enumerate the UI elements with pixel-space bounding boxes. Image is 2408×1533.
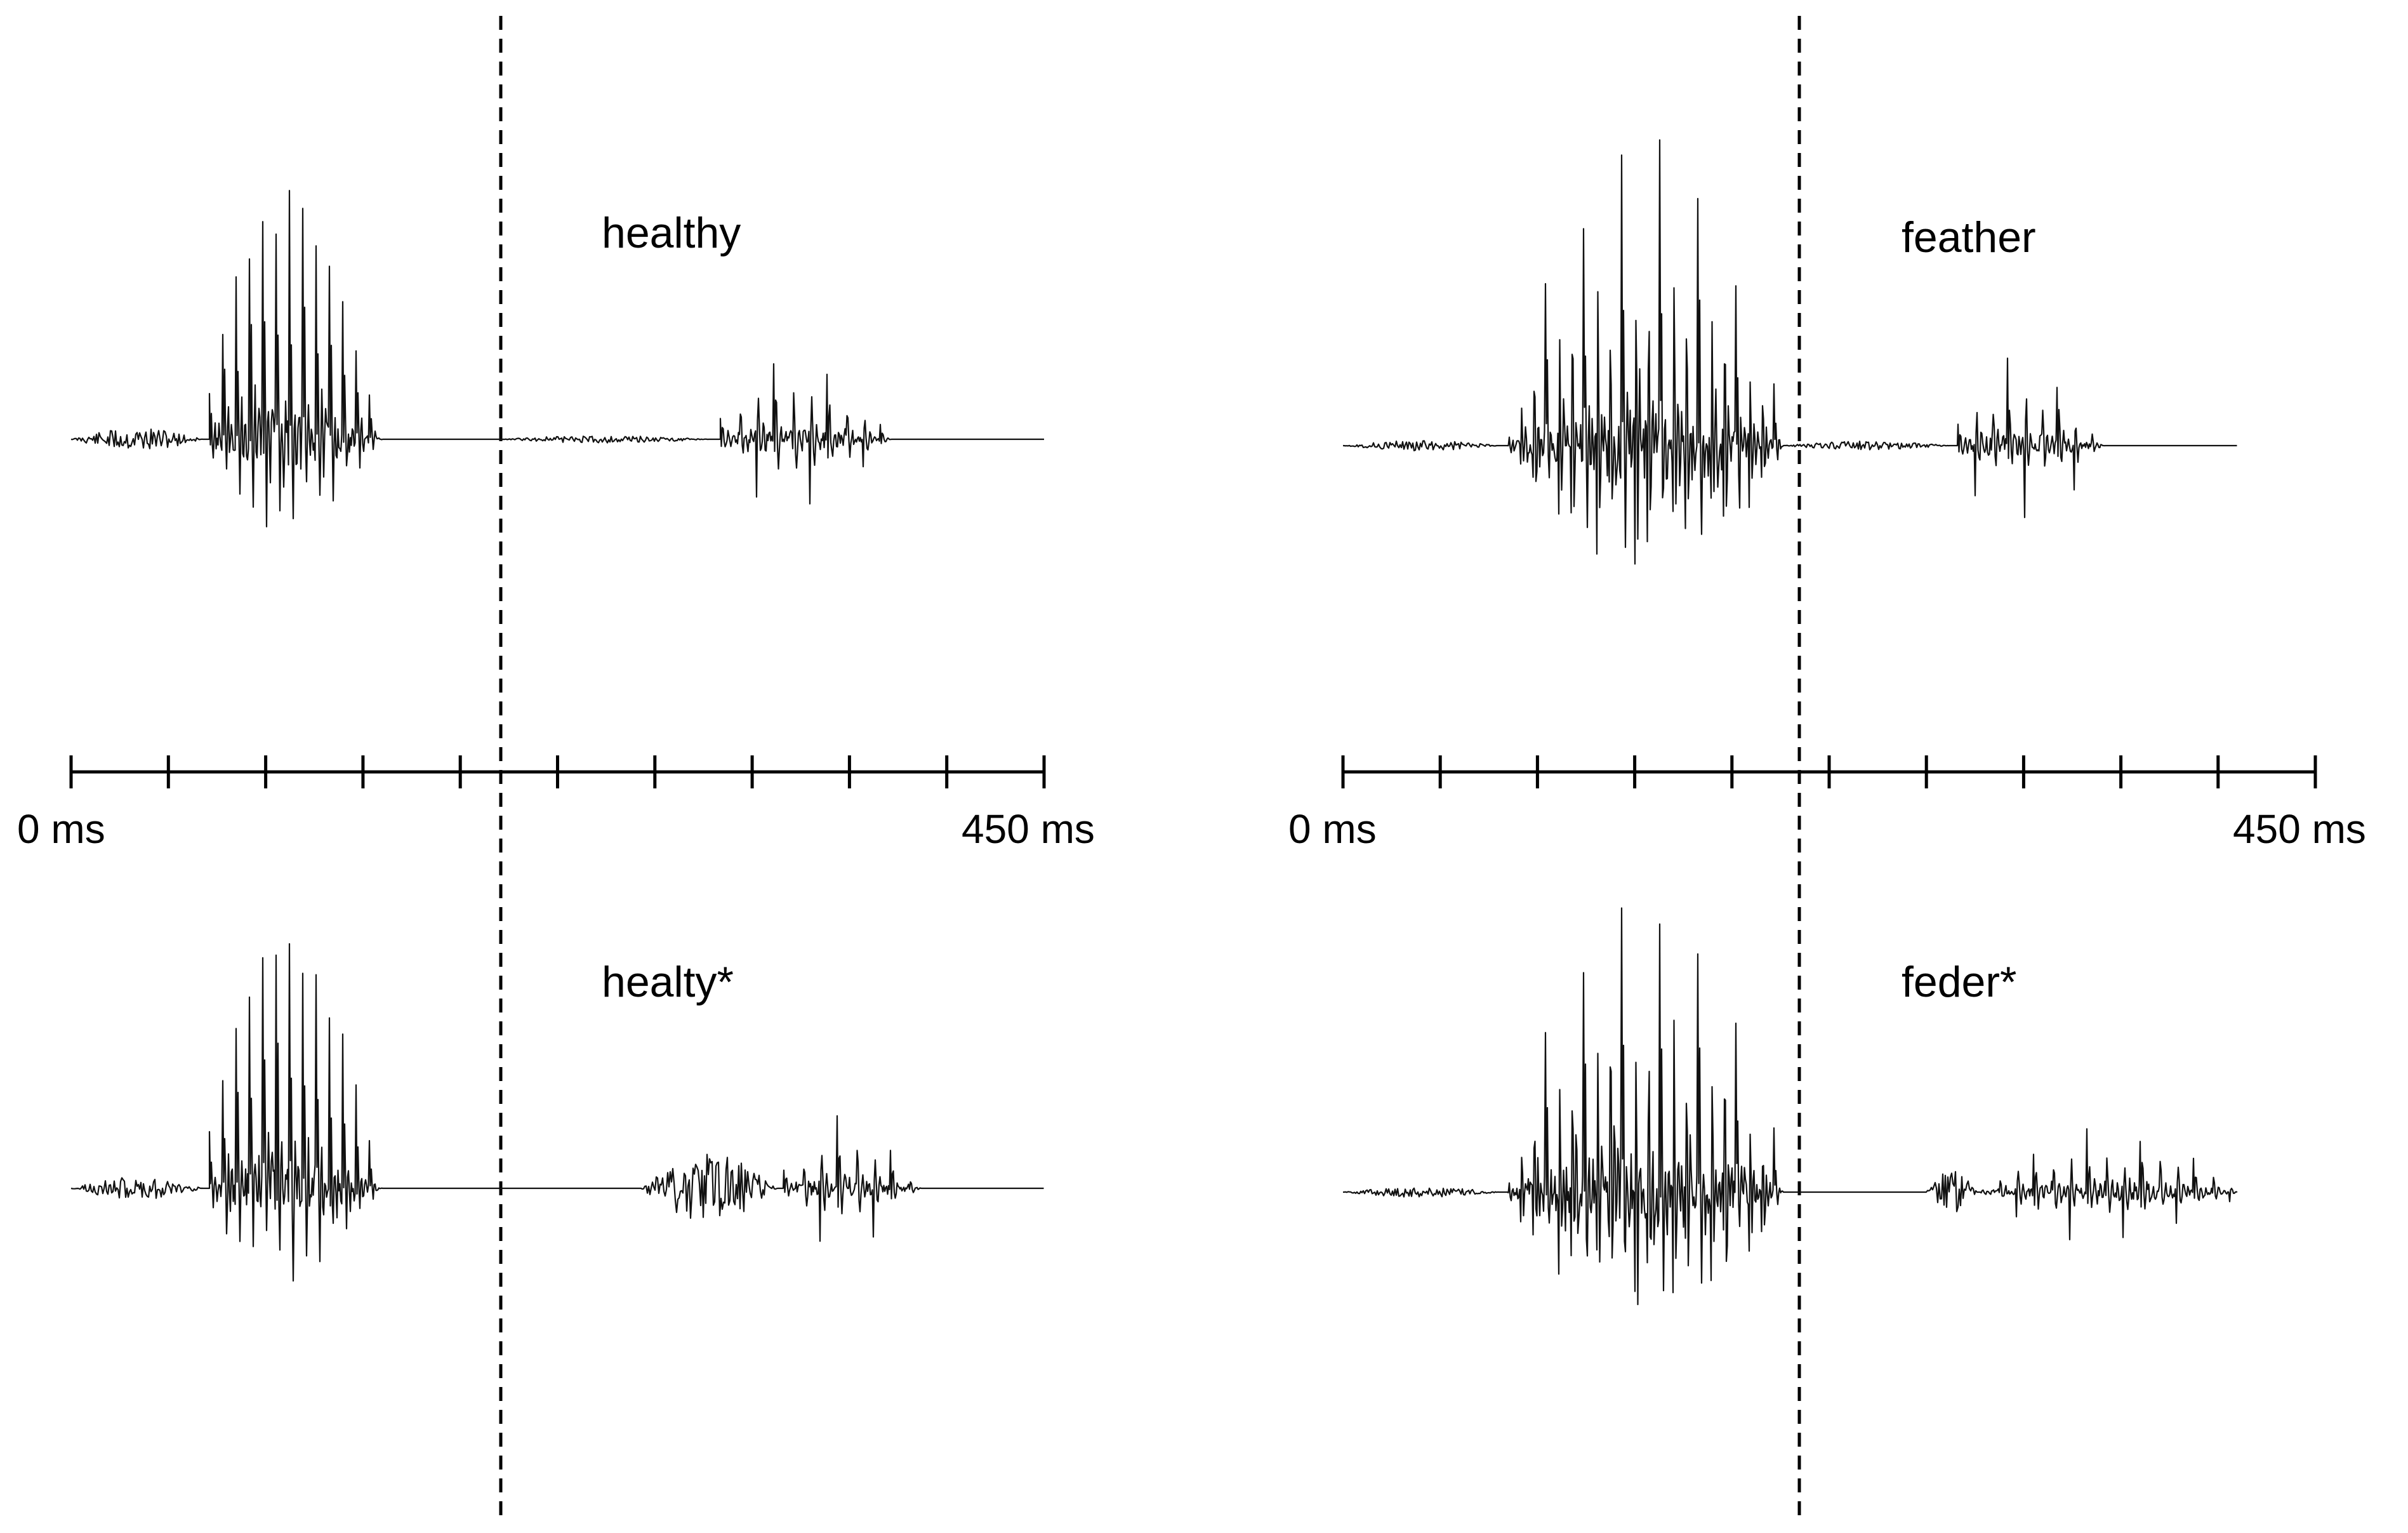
waveform-feather (1342, 139, 2237, 565)
waveform-feder (1342, 907, 2238, 1306)
panel-left: healthy 0 ms 450 ms healty* (17, 16, 1095, 1520)
axis-end-label-right: 450 ms (2233, 806, 2366, 852)
word-label-feather: feather (1902, 213, 2036, 262)
waveform-healthy (70, 190, 1044, 528)
axis-start-label-right: 0 ms (1288, 806, 1377, 852)
word-label-feder: feder* (1902, 958, 2016, 1006)
word-label-healty: healty* (602, 958, 734, 1006)
word-label-healthy: healthy (602, 209, 741, 257)
waveform-healty (70, 943, 1044, 1282)
time-axis-right (1341, 755, 2317, 788)
axis-end-label-left: 450 ms (962, 806, 1095, 852)
time-axis-left (69, 755, 1046, 788)
panel-right: feather 0 ms 450 ms feder* (1288, 16, 2366, 1520)
axis-start-label-left: 0 ms (17, 806, 105, 852)
